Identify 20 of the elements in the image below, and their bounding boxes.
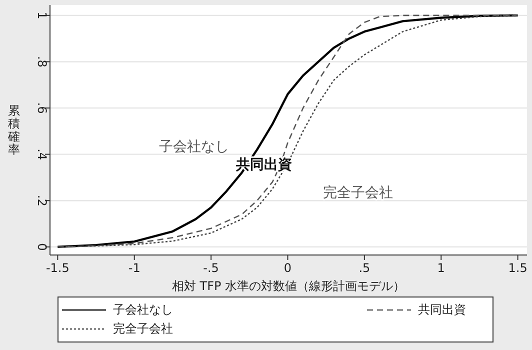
x-tick-label: .5 [358,261,370,275]
annotation: 子会社なし [159,138,229,155]
legend-label: 共同出資 [418,302,466,316]
legend-label: 完全子会社 [113,321,173,336]
y-tick-label: 1 [35,12,49,20]
y-tick-label: .2 [35,194,49,206]
x-tick-label: 1.5 [508,261,528,275]
x-tick-label: -.5 [203,261,219,275]
x-tick-label: 1 [437,261,445,275]
x-tick-label: -1 [128,261,140,275]
y-tick-label: .6 [35,102,49,114]
x-tick-label: 0 [284,261,292,275]
annotation: 完全子会社 [323,184,393,201]
y-tick-label: .4 [35,148,49,160]
x-axis-title: 相対 TFP 水準の対数値（線形計画モデル） [172,279,406,293]
legend-label: 子会社なし [113,302,173,316]
y-tick-label: 0 [35,243,49,251]
y-axis-title: 累積確率 [7,104,20,156]
x-tick-label: -1.5 [46,261,70,275]
y-tick-label: .8 [35,56,49,68]
